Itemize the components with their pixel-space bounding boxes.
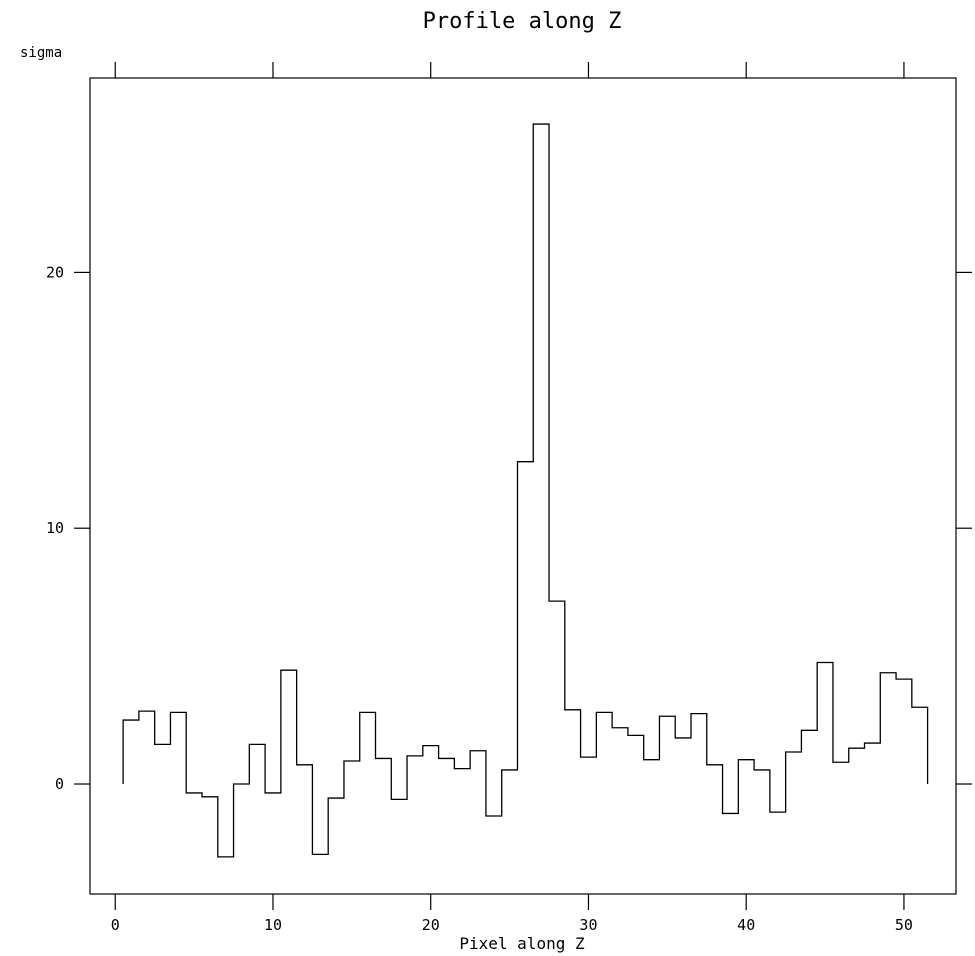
x-tick-label-40: 40: [737, 916, 755, 934]
y-tick-label-0: 0: [55, 775, 64, 793]
x-axis-label: Pixel along Z: [459, 934, 585, 953]
x-tick-label-20: 20: [422, 916, 440, 934]
x-tick-label-30: 30: [579, 916, 597, 934]
y-tick-label-10: 10: [46, 519, 64, 537]
x-tick-label-10: 10: [264, 916, 282, 934]
y-axis-label: sigma: [20, 45, 62, 61]
x-tick-label-0: 0: [111, 916, 120, 934]
plot-frame: [89, 77, 957, 895]
series-step-line-0: [122, 123, 929, 858]
y-tick-label-20: 20: [46, 263, 64, 281]
x-tick-label-50: 50: [895, 916, 913, 934]
chart-title: Profile along Z: [423, 9, 622, 34]
chart-marks: 0 10 20 30 40 50 0 10 20: [46, 62, 972, 934]
